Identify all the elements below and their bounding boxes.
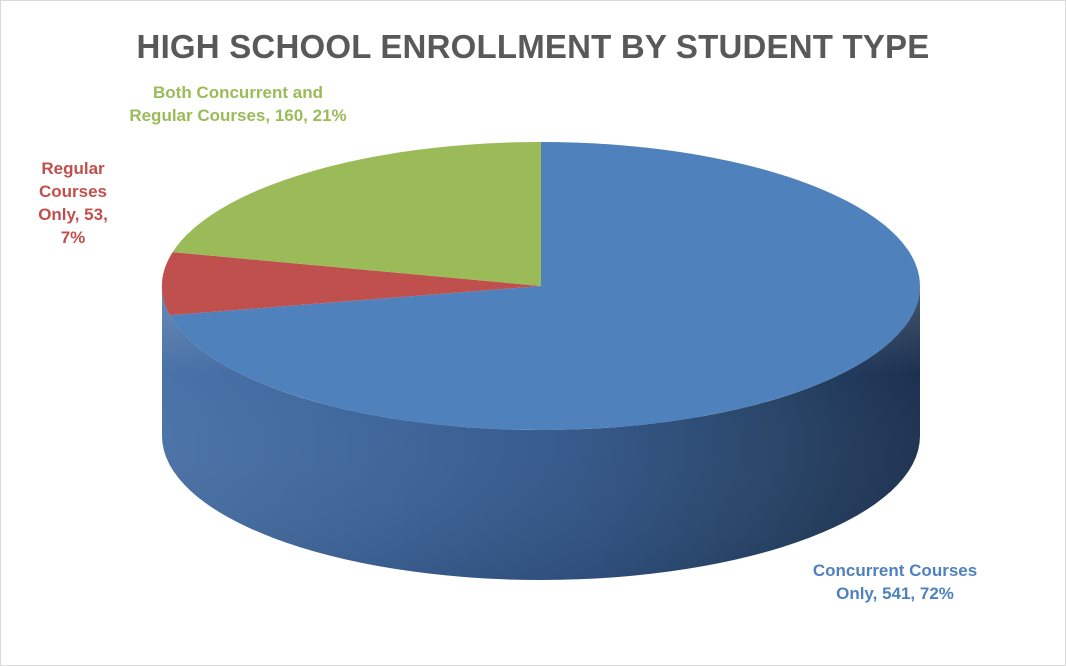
data-label-line: Both Concurrent and bbox=[153, 83, 323, 102]
data-label-both-concurrent-and-regular-courses: Both Concurrent and Regular Courses, 160,… bbox=[88, 81, 388, 127]
data-label-line: Concurrent Courses bbox=[812, 561, 978, 580]
data-label-line: Regular bbox=[41, 159, 105, 178]
data-label-regular-courses-only: Regular Courses Only, 53, 7% bbox=[8, 157, 138, 249]
pie-slice-regular-courses-only bbox=[161, 252, 541, 316]
pie-slice-concurrent-courses-only bbox=[169, 142, 921, 431]
data-label-line: Only, 53, bbox=[38, 205, 108, 224]
data-label-line: Only, 541, 72% bbox=[836, 584, 954, 603]
pie-slice-both-concurrent-and-regular-courses bbox=[172, 142, 541, 286]
data-label-line: Regular Courses, 160, 21% bbox=[129, 106, 347, 125]
data-label-concurrent-courses-only: Concurrent Courses Only, 541, 72% bbox=[790, 559, 1000, 605]
chart-title: HIGH SCHOOL ENROLLMENT BY STUDENT TYPE bbox=[136, 28, 930, 65]
data-label-line: Courses bbox=[38, 182, 108, 201]
pie-side-shading bbox=[162, 286, 920, 580]
data-label-line: 7% bbox=[60, 228, 86, 247]
